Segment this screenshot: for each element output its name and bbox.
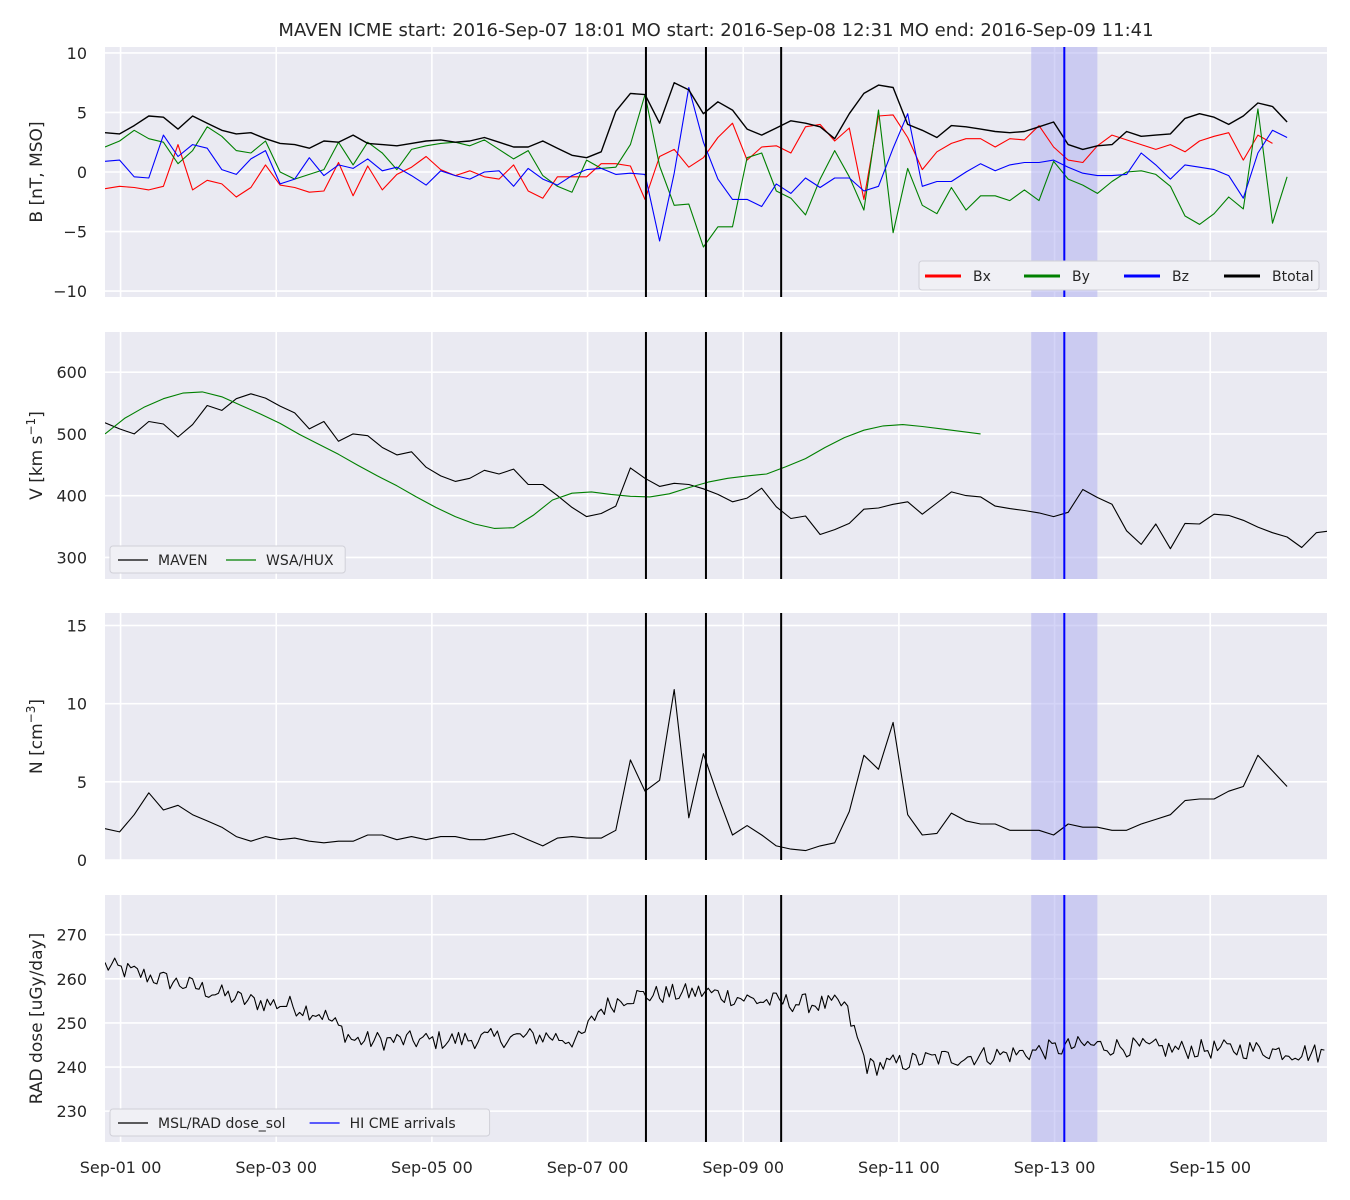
y-tick-label: 0 [77, 851, 87, 870]
x-tick-label: Sep-15 00 [1169, 1158, 1251, 1177]
plot-area [105, 613, 1327, 860]
y-tick-label: −5 [63, 223, 87, 242]
y-axis-label: B [nT, MSO] [27, 121, 47, 222]
y-tick-label: 10 [67, 695, 87, 714]
x-tick-label: Sep-09 00 [702, 1158, 784, 1177]
y-tick-label: 250 [56, 1014, 87, 1033]
panel-rad-dose: 230 240 250 260 270 RAD dose [uGy/day] MSL/RAD… [27, 895, 1327, 1142]
y-tick-label: 240 [56, 1058, 87, 1077]
legend-label: MSL/RAD dose_sol [158, 1116, 286, 1132]
y-axis-label: V [km s−1] [24, 411, 47, 500]
plot-area [105, 895, 1327, 1142]
y-tick-label: 260 [56, 970, 87, 989]
y-tick-label: 5 [77, 773, 87, 792]
panel-magnetic-field: −10 −5 0 5 10 B [nT, MSO] Bx By Bz Btotal [27, 44, 1327, 301]
x-tick-label: Sep-03 00 [235, 1158, 317, 1177]
series-msl-rad-dose [105, 957, 1325, 1076]
y-tick-label: 0 [77, 163, 87, 182]
legend-box [918, 260, 1320, 291]
y-tick-label: 10 [67, 44, 87, 63]
legend: Bx By Bz Btotal [918, 260, 1320, 291]
series-maven [105, 393, 1327, 550]
y-tick-label: 500 [56, 425, 87, 444]
series-bx [105, 114, 1273, 200]
legend-label: Bz [1172, 269, 1189, 285]
y-tick-label: 15 [67, 617, 87, 636]
x-tick-label: Sep-01 00 [80, 1158, 162, 1177]
legend-label: By [1072, 269, 1090, 285]
legend: MAVEN WSA/HUX [109, 545, 346, 574]
y-tick-label: 5 [77, 103, 87, 122]
y-tick-label: 400 [56, 487, 87, 506]
series-maven [105, 689, 1288, 852]
series-btotal [105, 82, 1288, 159]
y-axis-label: N [cm−3] [24, 699, 47, 774]
panel-density: 0 5 10 15 N [cm−3] [24, 613, 1327, 870]
figure-title: MAVEN ICME start: 2016-Sep-07 18:01 MO s… [278, 20, 1153, 41]
plot-area [105, 332, 1327, 579]
panel-velocity: 300 400 500 600 V [km s−1] MAVEN WSA/HUX [24, 332, 1327, 579]
legend-label: Bx [973, 269, 991, 285]
series-bz [105, 86, 1288, 242]
x-tick-label: Sep-07 00 [547, 1158, 629, 1177]
y-tick-label: 600 [56, 363, 87, 382]
y-tick-label: 230 [56, 1102, 87, 1121]
x-tick-label: Sep-11 00 [858, 1158, 940, 1177]
series-wsa-hux [105, 391, 981, 529]
y-tick-label: 300 [56, 548, 87, 567]
y-tick-label: 270 [56, 926, 87, 945]
legend-label: WSA/HUX [266, 553, 334, 569]
x-axis-tick-labels: Sep-01 00 Sep-03 00 Sep-05 00 Sep-07 00 Sep-… [80, 1158, 1251, 1177]
series-by [105, 94, 1288, 248]
y-axis-label: RAD dose [uGy/day] [27, 933, 47, 1104]
legend-label: MAVEN [158, 553, 208, 569]
y-tick-label: −10 [53, 282, 87, 301]
legend-box [109, 1108, 491, 1137]
x-tick-label: Sep-05 00 [391, 1158, 473, 1177]
legend: MSL/RAD dose_sol HI CME arrivals [109, 1108, 491, 1137]
legend-label: Btotal [1272, 269, 1314, 285]
x-tick-label: Sep-13 00 [1014, 1158, 1096, 1177]
legend-label: HI CME arrivals [350, 1116, 456, 1132]
